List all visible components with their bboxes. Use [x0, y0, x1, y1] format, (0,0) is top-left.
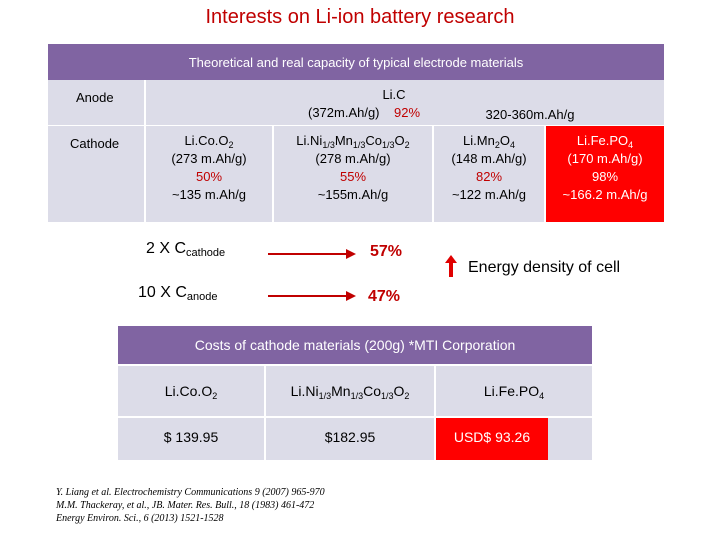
arrow-right-icon — [268, 249, 356, 259]
anode-name: Li.C — [382, 87, 406, 102]
reference: Energy Environ. Sci., 6 (2013) 1521-1528 — [56, 513, 224, 524]
cathode-name: Li.Fe.PO4 — [576, 133, 634, 150]
slide-title: Interests on Li-ion battery research — [205, 6, 515, 28]
cathode-percent: 50% — [195, 169, 223, 184]
cathode-row: Cathode Li.Co.O2 (273 m.Ah/g) 50% ~135 m… — [48, 126, 664, 222]
cathode-cell-lfp: Li.Fe.PO4 (170 m.Ah/g) 98% ~166.2 m.Ah/g — [546, 126, 664, 222]
material-cost: $ 139.95 — [163, 429, 219, 445]
material-name: Li.Fe.PO4 — [483, 383, 545, 401]
material-name: Li.Co.O2 — [164, 383, 218, 401]
anode-ratio-label: 10 X Canode — [138, 284, 218, 303]
cathode-cell-lco: Li.Co.O2 (273 m.Ah/g) 50% ~135 m.Ah/g — [146, 132, 272, 204]
cathode-capacity: (170 m.Ah/g) — [567, 151, 643, 166]
cathode-ratio-percent: 57% — [370, 243, 403, 260]
capacity-table-header: Theoretical and real capacity of typical… — [48, 44, 664, 80]
cathode-percent: 55% — [339, 169, 367, 184]
cathode-capacity: (273 m.Ah/g) — [171, 151, 247, 166]
anode-real-capacity: 320-360m.Ah/g — [485, 107, 575, 122]
arrow-right-icon — [268, 291, 356, 301]
material-cost-highlight: USD$ 93.26 — [436, 418, 548, 460]
cathode-real-capacity: ~135 m.Ah/g — [171, 187, 247, 202]
cathode-real-capacity: ~122 m.Ah/g — [451, 187, 527, 202]
cathode-name: Li.Ni1/3Mn1/3Co1/3O2 — [296, 133, 410, 150]
reference: M.M. Thackeray, et al., JB. Mater. Res. … — [56, 500, 315, 511]
cathode-capacity: (278 m.Ah/g) — [315, 151, 391, 166]
material-name: Li.Ni1/3Mn1/3Co1/3O2 — [290, 383, 410, 401]
anode-ratio-percent: 47% — [368, 288, 401, 305]
cost-table-price-row: $ 139.95 $182.95 USD$ 93.26 — [118, 418, 592, 460]
anode-capacity: (372m.Ah/g) — [307, 105, 380, 120]
cathode-label: Cathode — [70, 136, 120, 151]
cathode-name: Li.Co.O2 — [184, 133, 234, 150]
anode-label: Anode — [76, 90, 114, 105]
energy-density-label: Energy density of cell — [468, 259, 621, 276]
cathode-real-capacity: ~155m.Ah/g — [317, 187, 389, 202]
cathode-ratio-label: 2 X Ccathode — [146, 240, 226, 259]
arrow-up-icon — [445, 255, 457, 277]
reference: Y. Liang et al. Electrochemistry Communi… — [56, 487, 325, 498]
cathode-capacity: (148 m.Ah/g) — [451, 151, 527, 166]
material-cost: $182.95 — [324, 429, 376, 445]
anode-percent: 92% — [393, 105, 421, 120]
cathode-cell-nmc: Li.Ni1/3Mn1/3Co1/3O2 (278 m.Ah/g) 55% ~1… — [274, 132, 432, 204]
cathode-name: Li.Mn2O4 — [463, 133, 515, 150]
anode-cell: Li.C (372m.Ah/g) 92% — [284, 86, 444, 122]
cost-table-header: Costs of cathode materials (200g) *MTI C… — [118, 326, 592, 364]
anode-row: Anode Li.C (372m.Ah/g) 92% 320-360m.Ah/g — [48, 80, 664, 126]
cathode-cell-lmo: Li.Mn2O4 (148 m.Ah/g) 82% ~122 m.Ah/g — [434, 132, 544, 204]
cathode-percent: 82% — [475, 169, 503, 184]
cost-table-materials-row: Li.Co.O2 Li.Ni1/3Mn1/3Co1/3O2 Li.Fe.PO4 — [118, 366, 592, 416]
references: Y. Liang et al. Electrochemistry Communi… — [56, 486, 325, 525]
cathode-percent: 98% — [591, 169, 619, 184]
cathode-real-capacity: ~166.2 m.Ah/g — [562, 187, 648, 202]
